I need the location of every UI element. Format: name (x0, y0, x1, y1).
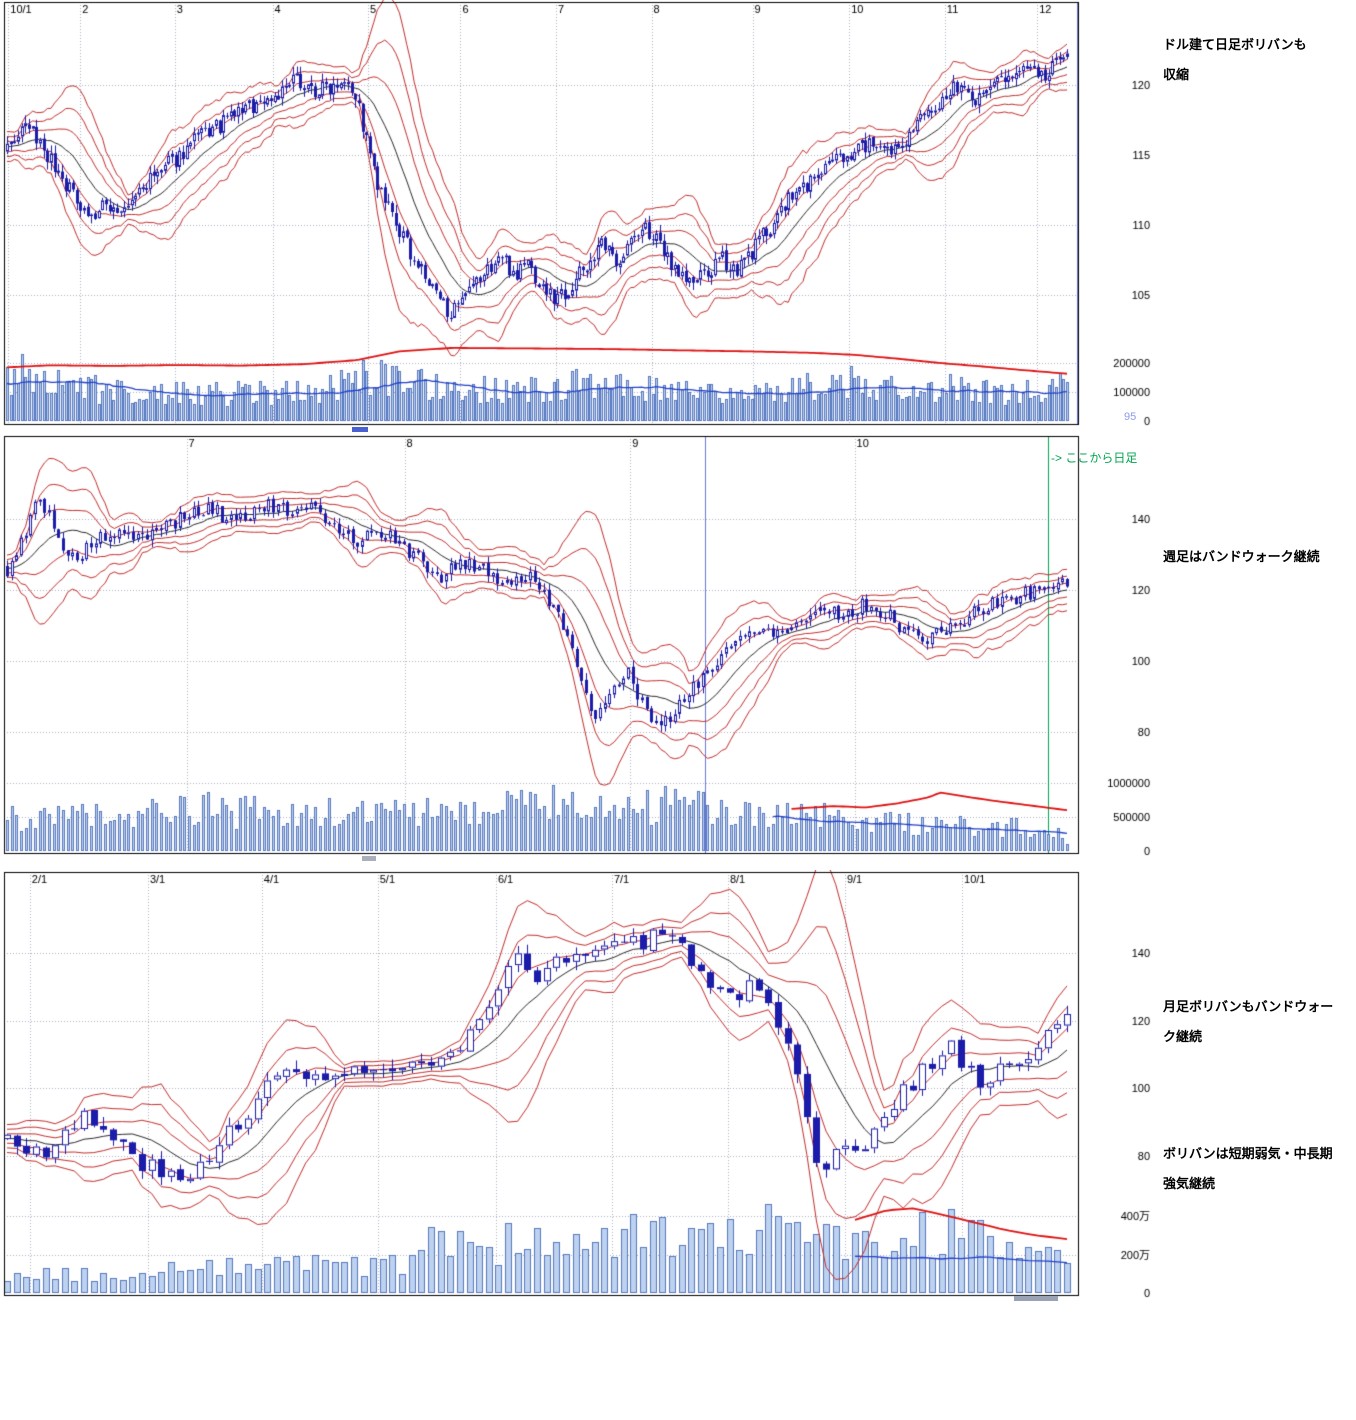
monthly-chart-canvas[interactable] (0, 870, 1155, 1302)
weekly-chart-canvas[interactable] (0, 434, 1155, 864)
daily-chart-canvas[interactable] (0, 0, 1155, 434)
outlook-note-line1: ボリバンは短期弱気・中長期 (1163, 1146, 1333, 1161)
weekly-chart-note: 週足はバンドウォーク継続 (1163, 542, 1320, 572)
monthly-note-line1: 月足ボリバンもバンドウォー (1163, 999, 1334, 1014)
daily-note-line2: 収縮 (1163, 67, 1190, 82)
monthly-note-line2: ク継続 (1163, 1029, 1203, 1044)
outlook-note: ボリバンは短期弱気・中長期 強気継続 (1163, 1139, 1333, 1199)
daily-note-line1: ドル建て日足ボリバンも (1163, 37, 1307, 52)
daily-start-marker-label: -> ここから日足 (1051, 451, 1138, 465)
weekly-note-line1: 週足はバンドウォーク継続 (1163, 549, 1320, 564)
outlook-note-line2: 強気継続 (1163, 1176, 1216, 1191)
daily-chart-note: ドル建て日足ボリバンも 収縮 (1163, 30, 1307, 90)
weekly-chart-scrollbar-thumb[interactable] (362, 856, 376, 861)
daily-chart-scrollbar-thumb[interactable] (352, 427, 368, 432)
monthly-chart-scrollbar-thumb[interactable] (1014, 1296, 1058, 1301)
monthly-chart-note: 月足ボリバンもバンドウォー ク継続 (1163, 992, 1333, 1052)
daily-last-volume-label: 95 (1124, 411, 1137, 423)
